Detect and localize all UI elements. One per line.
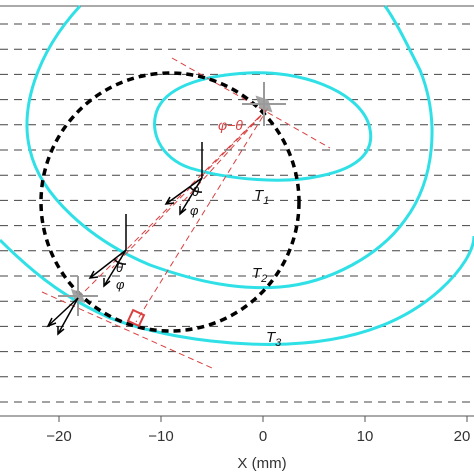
label-t3: T3 [266, 329, 282, 349]
label-theta-lower: θ [116, 260, 123, 275]
label-t3-subscript: 3 [275, 337, 282, 349]
right-angle-icon [126, 308, 146, 328]
arrowhead-upper-a [164, 196, 175, 205]
x-tick-label: −20 [46, 428, 71, 445]
arrow-lower-a [89, 249, 127, 279]
angle-arc-lower [113, 258, 127, 265]
angle-arc-upper [189, 186, 203, 193]
label-t1-letter: T [254, 187, 265, 204]
arrow-upper-b [179, 177, 203, 215]
arrow-receiver-b [57, 297, 79, 335]
contour-t3 [0, 235, 474, 346]
contour-t2 [25, 4, 434, 290]
label-t1-subscript: 1 [263, 195, 269, 207]
construction-line-source-lower-ray [135, 107, 269, 323]
label-phi-minus-theta: φ−θ [218, 117, 243, 133]
arrow-upper-a [165, 177, 203, 205]
x-tick-label: 0 [259, 428, 267, 445]
arrowhead-upper-b [179, 206, 187, 216]
label-theta-upper: θ [192, 184, 199, 199]
x-axis: −20 −10 0 10 20 [46, 416, 470, 445]
label-phi-lower: φ [116, 277, 125, 292]
label-t2: T2 [252, 265, 267, 285]
x-tick-label: 20 [454, 428, 471, 445]
contour-t1 [153, 71, 373, 182]
arrow-receiver-a [47, 297, 79, 327]
receiver-arrows [46, 297, 79, 336]
arrowhead-receiver-a [46, 317, 57, 328]
arrow-lower-b [103, 249, 127, 287]
arrowhead-lower-a [88, 270, 99, 279]
label-t3-letter: T [266, 329, 277, 346]
construction-line-source-upper-ray [179, 107, 269, 206]
plot-area [0, 5, 474, 417]
arrowhead-lower-b [103, 278, 111, 288]
x-tick-label: −10 [148, 428, 173, 445]
label-t2-letter: T [252, 265, 263, 282]
angle-construction-upper [164, 142, 203, 216]
arrowhead-receiver-b [57, 326, 65, 336]
x-tick-label: 10 [357, 428, 374, 445]
label-t1: T1 [254, 187, 269, 207]
label-phi-upper: φ [190, 203, 199, 218]
x-axis-title: X (mm) [237, 455, 286, 472]
circle-path [39, 71, 301, 333]
construction-lines [41, 57, 331, 369]
label-t2-subscript: 2 [260, 273, 267, 285]
angle-construction-lower [88, 214, 127, 288]
